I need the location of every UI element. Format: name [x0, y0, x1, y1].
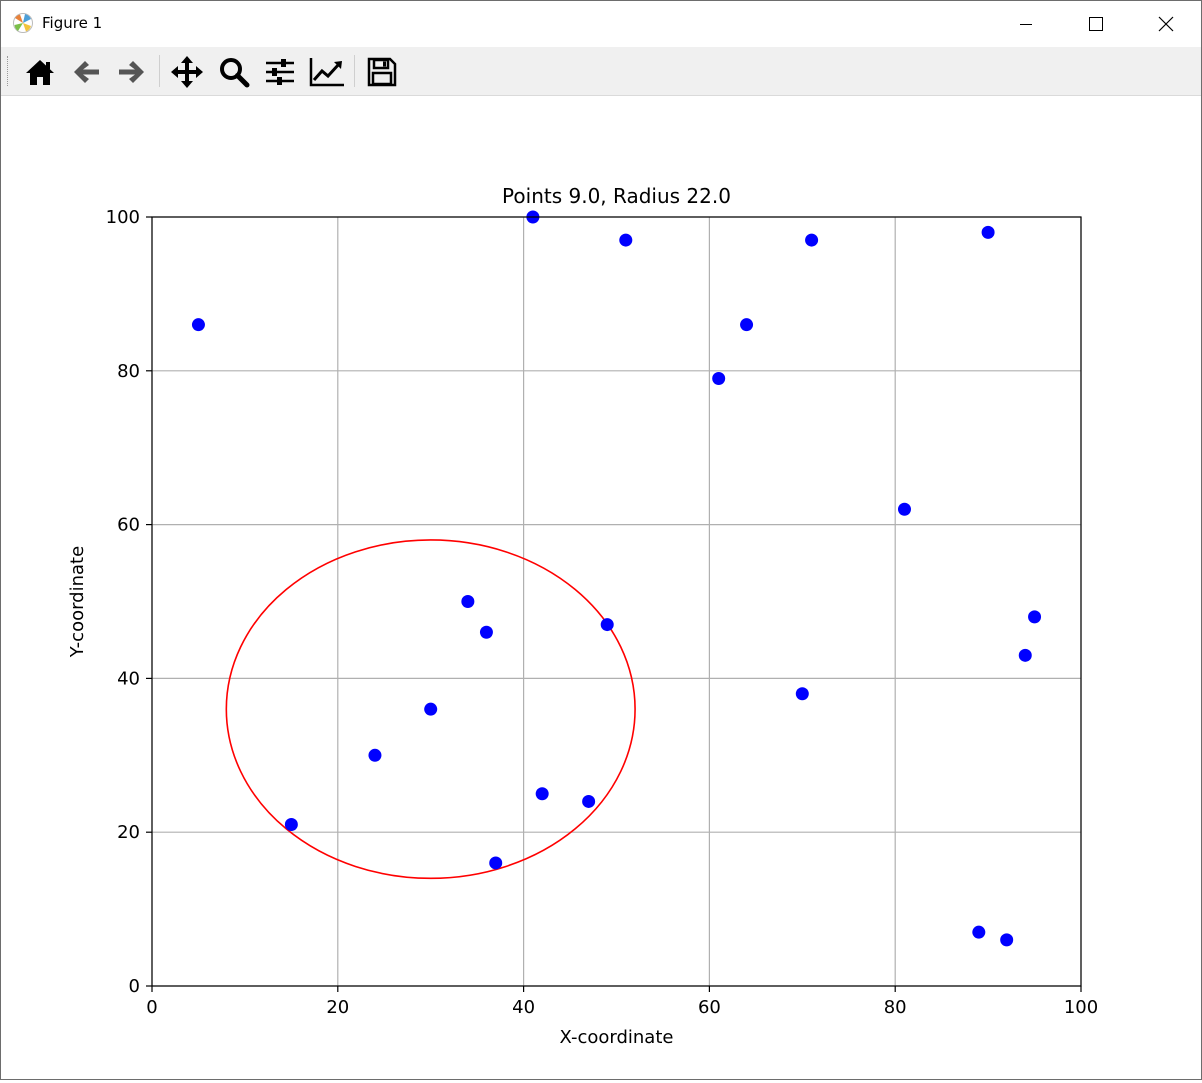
- data-point: [600, 618, 614, 632]
- configure-subplots-button[interactable]: [262, 55, 298, 89]
- magnifier-icon: [220, 58, 250, 88]
- minimize-button[interactable]: [991, 1, 1061, 46]
- scatter-chart: 0 20 40 60 80 100 0 20 40 60 80 100 Points 9.0, Rad…: [67, 184, 1099, 1048]
- x-tick-label: 60: [698, 997, 721, 1018]
- axes-frame: [151, 216, 1082, 987]
- x-axis-label: X-coordinate: [560, 1027, 674, 1048]
- data-point: [740, 318, 754, 332]
- window-title: Figure 1: [42, 14, 103, 32]
- maximize-button[interactable]: [1061, 1, 1131, 46]
- zoom-button[interactable]: [216, 55, 252, 89]
- navigation-toolbar: [1, 47, 1201, 96]
- radius-circle: [225, 539, 636, 880]
- y-tick-label: 80: [117, 361, 140, 382]
- data-point: [479, 625, 493, 639]
- line-chart-icon: [309, 58, 344, 87]
- forward-button[interactable]: [114, 55, 150, 89]
- data-point: [805, 233, 819, 247]
- radius-circle-layer: [225, 539, 636, 880]
- data-point: [489, 856, 503, 870]
- x-tick-label: 20: [326, 997, 349, 1018]
- x-tick-label: 40: [512, 997, 535, 1018]
- pan-button[interactable]: [169, 55, 205, 89]
- y-tick-label: 0: [129, 976, 140, 997]
- back-button[interactable]: [68, 55, 104, 89]
- y-tick-label: 40: [117, 668, 140, 689]
- data-point: [619, 233, 633, 247]
- figure-canvas[interactable]: 0 20 40 60 80 100 0 20 40 60 80 100 Points 9.0, Rad…: [1, 96, 1201, 1079]
- close-button[interactable]: [1131, 1, 1201, 46]
- x-tick-label: 0: [146, 997, 157, 1018]
- axis-ticks: 0 20 40 60 80 100 0 20 40 60 80 100: [106, 207, 1099, 1018]
- y-tick-label: 100: [106, 207, 140, 228]
- data-point: [284, 818, 298, 832]
- x-tick-label: 100: [1064, 997, 1098, 1018]
- arrow-left-icon: [74, 61, 99, 83]
- x-tick-label: 80: [884, 997, 907, 1018]
- data-points: [191, 210, 1042, 947]
- floppy-disk-icon: [367, 57, 397, 87]
- toolbar-grip[interactable]: [7, 56, 10, 86]
- y-tick-label: 60: [117, 515, 140, 536]
- data-point: [461, 595, 475, 608]
- toolbar-separator: [354, 55, 355, 87]
- data-point: [795, 687, 809, 701]
- data-point: [1018, 648, 1032, 662]
- data-point: [897, 502, 911, 516]
- move-icon: [171, 56, 203, 88]
- y-tick-label: 20: [117, 822, 140, 843]
- toolbar-separator: [159, 55, 160, 87]
- sliders-icon: [266, 59, 294, 85]
- maximize-icon: [1089, 16, 1103, 31]
- home-icon: [26, 60, 54, 85]
- minimize-icon: [1020, 23, 1032, 25]
- data-point: [1028, 610, 1042, 624]
- y-axis-label: Y-coordinate: [67, 546, 88, 658]
- home-button[interactable]: [22, 55, 58, 89]
- grid-lines: [151, 216, 1082, 987]
- edit-axes-button[interactable]: [309, 55, 345, 89]
- close-icon: [1158, 16, 1174, 31]
- data-point: [191, 318, 205, 332]
- save-button[interactable]: [364, 55, 400, 89]
- data-point: [582, 794, 596, 808]
- data-point: [535, 787, 549, 801]
- title-bar[interactable]: Figure 1: [1, 1, 1201, 46]
- data-point: [1000, 933, 1014, 947]
- data-point: [424, 702, 438, 716]
- data-point: [712, 371, 726, 385]
- data-point: [972, 925, 986, 939]
- matplotlib-logo-icon: [13, 13, 33, 33]
- chart-title: Points 9.0, Radius 22.0: [502, 184, 731, 208]
- data-point: [981, 225, 995, 239]
- data-point: [368, 748, 382, 762]
- arrow-right-icon: [119, 61, 144, 83]
